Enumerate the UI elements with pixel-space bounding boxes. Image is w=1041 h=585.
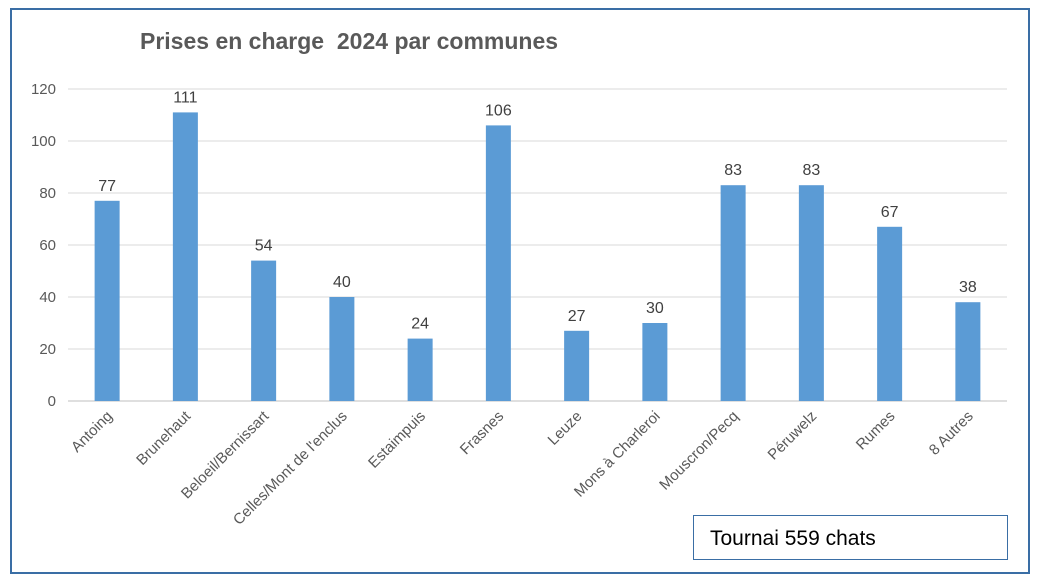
chart-title: Prises en charge 2024 par communes: [140, 28, 559, 54]
data-label: 77: [98, 178, 116, 195]
data-label: 106: [485, 102, 512, 119]
category-label: Mons à Charleroi: [571, 408, 664, 501]
y-tick-label: 40: [39, 289, 56, 306]
category-label: Brunehaut: [133, 407, 195, 469]
data-label: 27: [568, 308, 586, 325]
annotation-text: Tournai 559 chats: [710, 527, 876, 550]
annotation-box: Tournai 559 chats: [693, 515, 1008, 560]
y-tick-label: 20: [39, 341, 56, 358]
bar: [564, 330, 590, 401]
data-label: 54: [255, 238, 273, 255]
category-label: 8 Autres: [926, 408, 977, 459]
data-label: 67: [881, 204, 899, 221]
bar: [329, 297, 355, 401]
data-label: 38: [959, 279, 977, 296]
category-label: Estaimpuis: [365, 408, 429, 472]
category-label: Frasnes: [457, 408, 507, 458]
data-label: 83: [724, 162, 742, 179]
bar: [642, 323, 668, 401]
bar: [955, 302, 981, 401]
y-tick-label: 0: [48, 393, 56, 410]
category-label: Péruwelz: [765, 408, 821, 464]
bar: [94, 200, 120, 401]
data-label: 30: [646, 300, 664, 317]
y-tick-label: 100: [31, 133, 56, 150]
category-label: Leuze: [545, 408, 586, 449]
bar: [251, 260, 277, 401]
bar: [172, 112, 198, 402]
category-label: Antoing: [68, 408, 116, 456]
data-label: 24: [411, 316, 429, 333]
category-label: Mouscron/Pecq: [656, 408, 742, 494]
data-label: 83: [802, 162, 820, 179]
y-tick-label: 120: [31, 81, 56, 98]
category-label: Rumes: [853, 408, 899, 454]
y-tick-label: 80: [39, 185, 56, 202]
bar: [407, 338, 433, 401]
data-label: 40: [333, 274, 351, 291]
bar: [720, 185, 746, 401]
data-label: 111: [173, 89, 197, 106]
bar: [798, 185, 824, 401]
y-tick-label: 60: [39, 237, 56, 254]
bar: [877, 226, 903, 401]
bar: [485, 125, 511, 402]
